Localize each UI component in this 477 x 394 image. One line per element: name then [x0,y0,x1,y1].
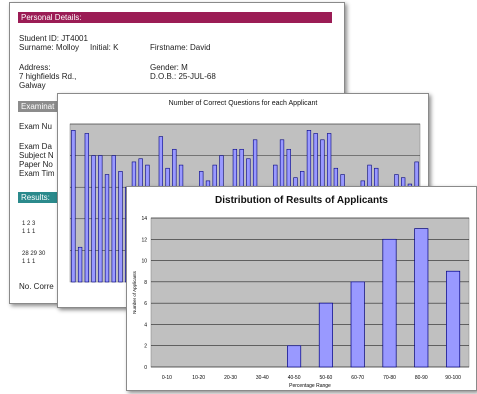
results-row-1-values: 1 1 1 [22,229,36,235]
chart-2-x-tick-label: 40-50 [288,375,301,381]
chart-2-y-tick-label: 4 [144,322,147,328]
address-label: Address: [19,63,51,72]
results-row-2-values: 1 1 1 [22,259,36,265]
chart-2-plot: 0 2 4 6 8 10 12 14 0-10 10-20 20-30 30-40 40-50 50-60… [132,216,470,389]
chart-1-title: Number of Correct Questions for each App… [168,100,318,107]
exam-time-label: Exam Tim [19,169,55,178]
chart-1-bar [71,130,76,283]
address-line-2: Galway [19,81,46,90]
chart-1-bar [77,246,83,283]
chart-1-bar [98,155,103,283]
results-header: Results: [18,192,78,203]
gender: Gender: M [150,63,188,72]
chart-1-bar [118,171,123,283]
chart-2-x-tick-label: 80-90 [415,375,428,381]
chart-2-y-tick-label: 8 [144,280,147,286]
distribution-chart: Distribution of Results of Applicants 0 2… [126,186,477,391]
results-row-1-numbers: 1 2 3 [22,221,36,227]
chart-2-y-axis-label: Number of Applicants [132,270,137,314]
chart-2-x-tick-label: 0-10 [162,375,172,381]
chart-2-x-axis-label: Percentage Range [289,383,331,389]
chart-2-x-tick-label: 60-70 [351,375,364,381]
initial: Initial: K [90,43,119,52]
chart-2-x-tick-label: 20-30 [224,375,237,381]
address-line-1: 7 highfields Rd., [19,72,77,81]
chart-2-x-tick-label: 50-60 [320,375,333,381]
chart-2-bar [382,238,397,368]
student-id: Student ID: JT4001 [19,34,88,43]
chart-2-y-tick-label: 12 [141,237,147,243]
chart-2-x-tick-label: 30-40 [256,375,269,381]
chart-2-x-tick-label: 10-20 [192,375,205,381]
paper-label: Paper No [19,160,53,169]
chart-2-y-tick-label: 14 [141,216,147,222]
no-correct-label: No. Corre [19,282,54,291]
firstname: Firstname: David [150,43,211,52]
chart-2-bar [287,345,302,368]
chart-2-title: Distribution of Results of Applicants [215,195,388,206]
chart-2-y-tick-label: 6 [144,301,147,307]
chart-1-bar [91,155,96,283]
chart-1-bar [111,155,116,283]
date-of-birth: D.O.B.: 25-JUL-68 [150,72,216,81]
exam-number-label: Exam Nu [19,122,52,131]
exam-date-label: Exam Da [19,142,52,151]
chart-2-bar [318,302,333,368]
chart-1-bar [84,133,89,283]
chart-2-y-tick-label: 10 [141,259,147,265]
examination-header: Examinat [18,101,78,112]
chart-2-bar [350,281,365,368]
results-row-2-numbers: 28 29 30 [22,251,46,257]
personal-details-header: Personal Details: [18,12,332,23]
chart-2-y-tick-label: 0 [144,365,147,371]
chart-2-y-tick-label: 2 [144,344,147,350]
chart-2-bar [446,270,461,368]
chart-2-x-tick-label: 90-100 [445,375,461,381]
surname: Surname: Molloy [19,43,80,52]
chart-1-bar [104,174,110,283]
chart-2-x-tick-label: 70-80 [383,375,396,381]
chart-2-bar [414,228,429,368]
subject-label: Subject N [19,151,54,160]
